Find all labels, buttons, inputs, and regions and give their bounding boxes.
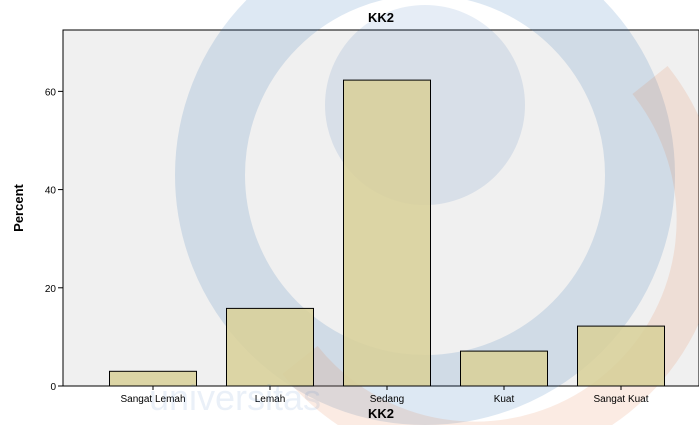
y-tick-label: 0: [50, 382, 56, 393]
bar-lemah: [226, 307, 314, 387]
x-labels-group: Sangat Lemah Lemah Sedang Kuat Sangat Kuat: [120, 386, 649, 405]
x-tick-label: Sangat Lemah: [120, 394, 185, 405]
y-tick-label: 40: [45, 186, 57, 197]
x-tick-label: Sedang: [370, 394, 404, 405]
y-tick-label: 60: [45, 87, 57, 98]
bar-sangat-kuat: [577, 325, 665, 387]
y-ticks-group: 0 20 40 60: [45, 87, 63, 393]
x-tick-label: Kuat: [494, 394, 515, 405]
chart-title: KK2: [368, 10, 394, 25]
y-axis-title: Percent: [11, 183, 26, 231]
x-axis-title: KK2: [368, 406, 394, 421]
bar-kuat: [460, 350, 548, 387]
x-tick-label: Lemah: [255, 394, 286, 405]
bar-sedang: [343, 79, 431, 387]
bars-group: [109, 79, 665, 387]
watermark-text: universitas: [149, 377, 321, 418]
x-tick-label: Sangat Kuat: [593, 394, 648, 405]
y-tick-label: 20: [45, 284, 57, 295]
